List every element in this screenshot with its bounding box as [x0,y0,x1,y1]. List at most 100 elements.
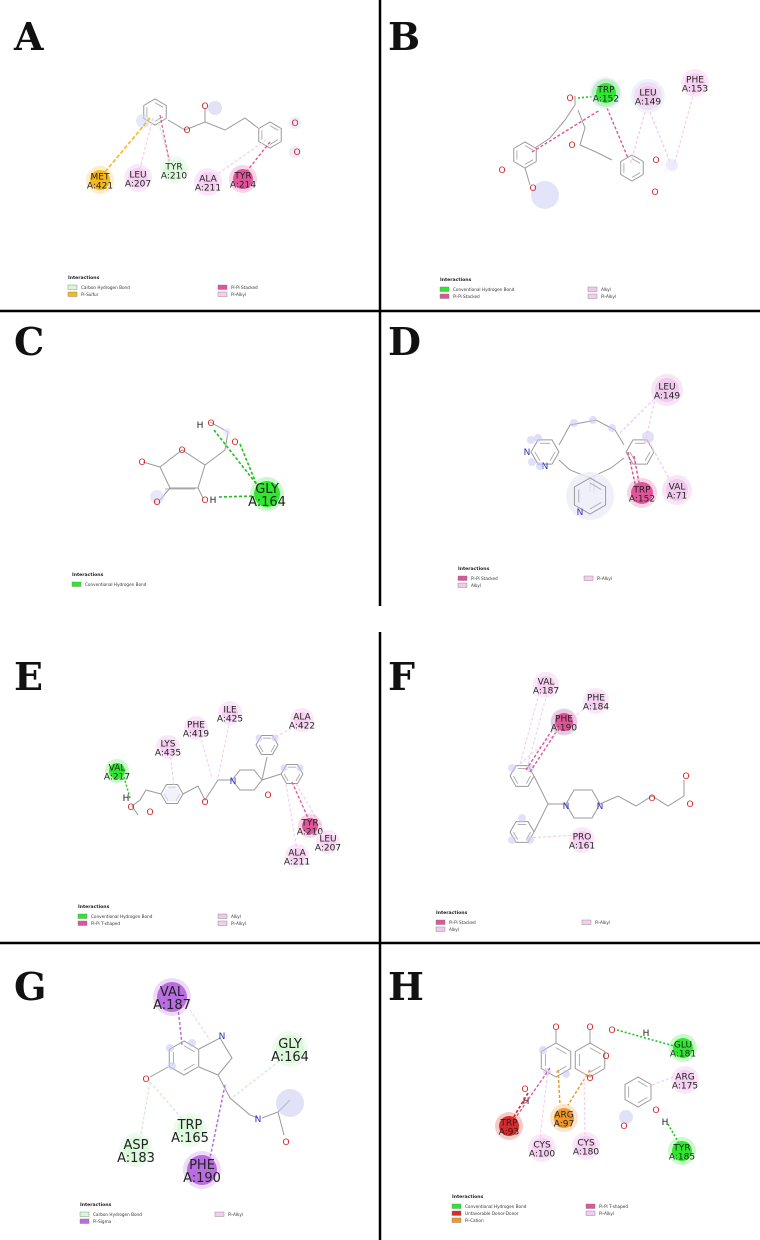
double-bond [631,172,641,178]
methoxy-oxygen: O [142,1075,149,1085]
residue-disc [655,378,679,402]
legend: Interactions Conventional Hydrogen Bond Un… [451,1194,628,1223]
carbonyl-oxygen: O [201,102,208,112]
atom-halo [619,1110,633,1124]
residue-disc [638,86,658,106]
bond [524,167,531,186]
atom-halo [276,1089,304,1117]
residue-name: VAL [109,764,126,774]
double-bond [549,451,556,461]
ring-carbonyl-oxygen: O [138,458,145,468]
carbonyl-oxygen: O [586,1023,593,1033]
legend-swatch [587,286,598,292]
residue-number: A:97 [554,1120,574,1130]
atom-halo [166,1044,174,1052]
legend: Interactions Conventional Hydrogen Bond [71,572,147,587]
residue-disc [532,1138,552,1158]
legend-label: Pi-Alkyl [231,292,246,297]
atom-halo [150,490,164,504]
residue-name: TYR [300,819,318,829]
panel-letter: B [388,14,420,59]
carboxyl-oxygen-2: O [146,808,153,818]
atom-halo [608,424,616,432]
residue-name: TYR [233,172,251,182]
residue-number: A:210 [161,172,187,182]
h-bond-line [218,495,255,498]
double-bond [644,451,651,461]
residue-number: A:190 [551,724,577,734]
pi-alkyl-line [527,689,549,765]
atom-halo [562,1070,570,1078]
residue-disc [320,834,336,850]
residue-name: TYR [164,163,182,173]
residue-number: A:149 [654,392,680,402]
double-bond [283,773,289,782]
atom-halo [289,117,301,129]
residue-name: PHE [587,694,605,704]
piperidine-nitrogen: N [577,508,584,518]
panel-letter: D [388,319,421,364]
residue-name: PRO [573,833,592,843]
residue-disc [177,1117,203,1143]
pi-alkyl-line [211,139,267,179]
legend-label: Pi-Pi Stacked [231,285,258,290]
bond-path [558,419,625,446]
legend-swatch [435,919,446,925]
bond [261,756,268,781]
legend-swatch [67,291,78,297]
hydrogen-label: H [123,794,130,804]
panel-letter: G [14,964,46,1009]
bond-path [533,775,549,833]
benzyl-ring [143,98,167,126]
residue-name: GLY [278,1037,302,1052]
hydroxyl-oxygen-side: O [231,438,238,448]
piperazine-nitrogen-1: N [563,802,570,812]
residue-name: TRP [632,486,651,496]
double-bond [258,744,264,753]
residue-number: A:187 [533,687,559,697]
residue-disc [294,712,310,728]
h-bond-line [213,429,259,487]
atom-halo [208,101,222,115]
legend-label: Conventional Hydrogen Bond [465,1204,527,1209]
residue-number: A:152 [593,95,619,105]
legend-title: Interactions [78,904,110,910]
methoxy-oxygen: O [293,148,300,158]
bond-path [204,421,229,466]
residue-name: ALA [293,713,311,723]
pi-cation-line [567,1069,591,1106]
bond-path [217,1074,259,1119]
double-bond [534,451,541,461]
catechol-ring-b [624,1076,652,1108]
double-bond [512,775,519,784]
pi-pi-line [606,107,629,159]
h-bond-line [667,1123,681,1146]
piperidine-ring [573,477,607,515]
carbon-hbond-line [149,1081,186,1123]
legend-title: Interactions [440,277,472,283]
residue-disc [685,73,705,93]
legend-label: Pi-Pi Stacked [453,294,480,299]
atom-halo [536,462,544,470]
residue-name: CYS [577,1139,595,1149]
residue-number: A:207 [125,180,151,190]
bond [277,1111,285,1136]
residue-name: ALA [199,175,217,185]
bond-path [198,1037,233,1076]
double-bond [154,102,164,108]
legend-label: Carbon Hydrogen Bond [93,1212,142,1217]
methoxyphenol-ring-right [620,154,644,182]
residue-name: PHE [686,76,704,86]
residue-number: A:207 [315,844,341,854]
residue-number: A:187 [153,998,191,1013]
legend-label: Pi-Alkyl [597,576,612,581]
legend-swatch [585,1203,596,1209]
residue-number: A:93 [499,1128,519,1138]
